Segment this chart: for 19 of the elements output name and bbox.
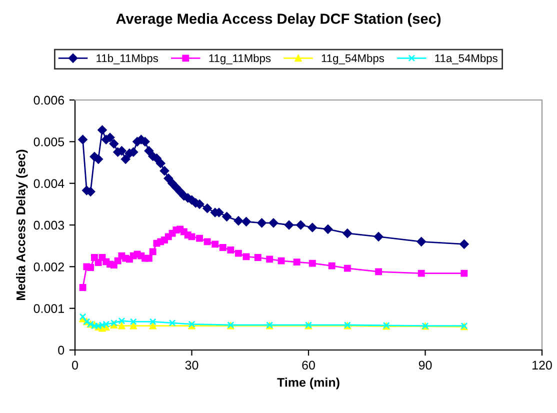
x-tick-label: 60 [302, 360, 315, 370]
legend-label: 11a_54Mbps [435, 54, 498, 64]
y-tick-label: 0.006 [34, 96, 64, 105]
legend-label: 11g_11Mbps [209, 54, 271, 64]
y-tick-label: 0 [58, 346, 64, 355]
y-tick-label: 0.001 [34, 304, 64, 313]
y-tick-label: 0.005 [34, 137, 64, 146]
legend-label: 11g_54Mbps [322, 54, 384, 64]
legend-label: 11b_11Mbps [96, 54, 158, 64]
chart-title: Average Media Access Delay DCF Station (sec) [116, 13, 441, 27]
x-tick-label: 90 [418, 360, 432, 370]
y-tick-label: 0.003 [34, 220, 64, 230]
y-axis-title: Media Access Delay (sec) [16, 150, 28, 300]
x-tick-label: 0 [72, 360, 78, 370]
x-tick-label: 120 [532, 360, 552, 370]
x-tick-label: 30 [185, 360, 198, 370]
y-tick-label: 0.004 [34, 179, 64, 188]
y-tick-label: 0.002 [34, 262, 64, 272]
x-axis-title: Time (min) [277, 378, 340, 390]
